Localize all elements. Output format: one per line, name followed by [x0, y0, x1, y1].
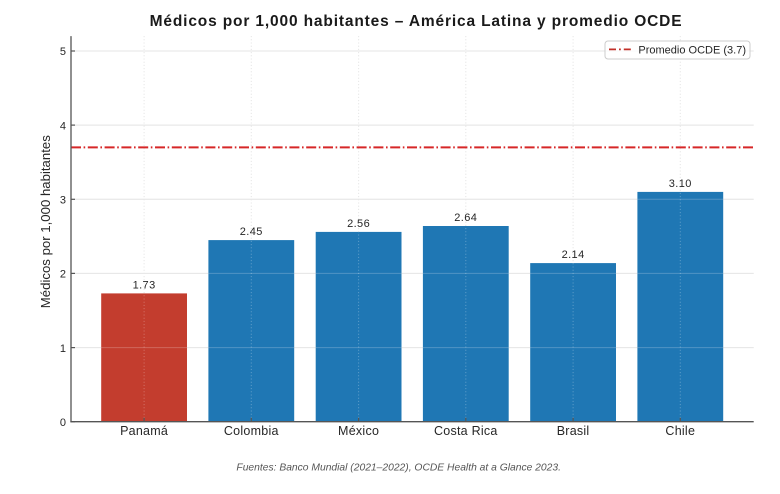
svg-text:2.45: 2.45 — [240, 226, 263, 238]
svg-text:México: México — [338, 424, 379, 438]
svg-text:Costa Rica: Costa Rica — [434, 424, 498, 438]
svg-text:Colombia: Colombia — [224, 424, 279, 438]
svg-text:1.73: 1.73 — [133, 279, 156, 291]
svg-text:2.64: 2.64 — [454, 212, 477, 224]
svg-text:0: 0 — [60, 417, 66, 429]
svg-text:Médicos por 1,000 habitantes: Médicos por 1,000 habitantes — [38, 135, 53, 308]
svg-text:2.14: 2.14 — [562, 249, 585, 261]
svg-text:Panamá: Panamá — [120, 424, 168, 438]
svg-text:3: 3 — [60, 195, 66, 207]
svg-text:2: 2 — [60, 269, 66, 281]
svg-text:1: 1 — [60, 343, 66, 355]
svg-text:Brasil: Brasil — [557, 424, 590, 438]
svg-text:Médicos por 1,000 habitantes –: Médicos por 1,000 habitantes – América L… — [150, 13, 683, 30]
svg-text:Promedio OCDE (3.7): Promedio OCDE (3.7) — [638, 45, 746, 57]
svg-text:5: 5 — [60, 46, 66, 58]
svg-text:2.56: 2.56 — [347, 218, 370, 230]
svg-text:4: 4 — [60, 120, 66, 132]
svg-text:Chile: Chile — [665, 424, 695, 438]
svg-text:Fuentes: Banco Mundial (2021–2: Fuentes: Banco Mundial (2021–2022), OCDE… — [236, 463, 561, 474]
svg-text:3.10: 3.10 — [669, 178, 692, 190]
